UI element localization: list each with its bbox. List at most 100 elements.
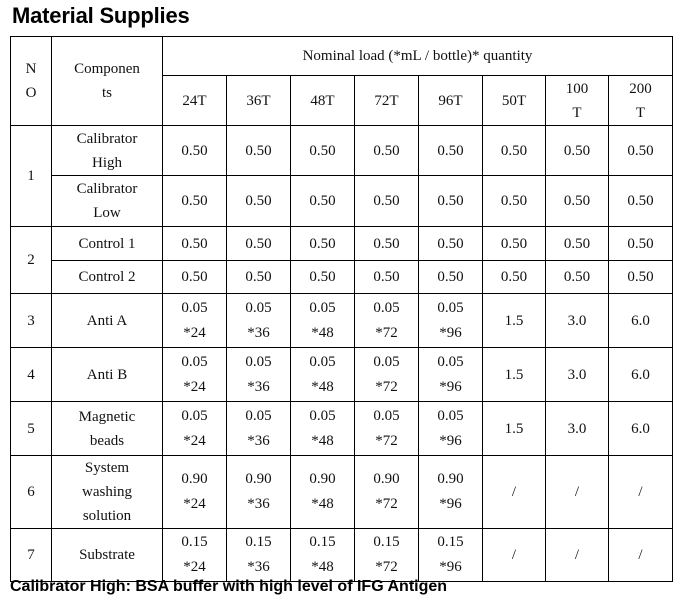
quantity-cell: 0.05 *48: [290, 293, 355, 348]
quantity-cell: /: [608, 455, 673, 529]
quantity-cell: /: [482, 455, 546, 529]
quantity-cell: 0.05 *24: [162, 347, 227, 402]
quantity-cell: 0.50: [545, 226, 609, 261]
component-name: Control 2: [51, 260, 163, 294]
column-header: 96T: [418, 75, 483, 126]
quantity-cell: 0.90 *96: [418, 455, 483, 529]
quantity-cell: 0.90 *36: [226, 455, 291, 529]
quantity-cell: 0.50: [418, 226, 483, 261]
quantity-cell: 0.05 *24: [162, 293, 227, 348]
column-header: 50T: [482, 75, 546, 126]
quantity-cell: 0.05 *72: [354, 347, 419, 402]
quantity-cell: 0.50: [354, 175, 419, 227]
table-row: 3 Anti A 0.05 *24 0.05 *36 0.05 *48 0.05 *72 0…: [10, 293, 673, 348]
quantity-cell: 0.05 *96: [418, 347, 483, 402]
quantity-cell: 0.50: [290, 260, 355, 294]
quantity-cell: 0.50: [418, 260, 483, 294]
quantity-cell: 0.90 *24: [162, 455, 227, 529]
row-number: 6: [10, 455, 52, 529]
column-header: 100 T: [545, 75, 609, 126]
quantity-cell: 0.50: [226, 226, 291, 261]
quantity-cell: 0.50: [482, 175, 546, 227]
header-nominal-load: Nominal load (*mL / bottle)* quantity: [162, 36, 673, 76]
quantity-cell: 0.15 *48: [290, 528, 355, 582]
quantity-cell: 0.05 *96: [418, 401, 483, 456]
quantity-cell: 1.5: [482, 293, 546, 348]
quantity-cell: 0.50: [418, 175, 483, 227]
quantity-cell: 0.15 *36: [226, 528, 291, 582]
quantity-cell: 0.50: [162, 175, 227, 227]
quantity-cell: 0.50: [290, 125, 355, 176]
header-no: N O: [10, 36, 52, 126]
quantity-cell: 6.0: [608, 293, 673, 348]
material-supplies-table: N O Componen ts Nominal load (*mL / bott…: [10, 36, 673, 582]
quantity-cell: 0.50: [608, 260, 673, 294]
quantity-cell: /: [608, 528, 673, 582]
quantity-cell: 0.50: [290, 175, 355, 227]
table-row: 5 Magnetic beads 0.05 *24 0.05 *36 0.05 *48 0…: [10, 401, 673, 456]
quantity-cell: 0.50: [354, 125, 419, 176]
quantity-cell: 0.05 *36: [226, 401, 291, 456]
component-name: Substrate: [51, 528, 163, 582]
quantity-cell: 0.50: [226, 125, 291, 176]
table-row: 7 Substrate 0.15 *24 0.15 *36 0.15 *48 0.15 *…: [10, 528, 673, 582]
page-title: Material Supplies: [12, 3, 190, 28]
quantity-cell: 1.5: [482, 401, 546, 456]
quantity-cell: 0.50: [608, 226, 673, 261]
table-row: Control 2 0.50 0.50 0.50 0.50 0.50 0.50 0.50 0.5…: [11, 260, 673, 294]
quantity-cell: 0.90 *72: [354, 455, 419, 529]
component-name: Calibrator High: [51, 125, 163, 176]
quantity-cell: 0.50: [354, 260, 419, 294]
quantity-cell: 0.05 *24: [162, 401, 227, 456]
quantity-cell: 0.50: [608, 125, 673, 176]
table-row: 4 Anti B 0.05 *24 0.05 *36 0.05 *48 0.05 *72 0…: [10, 347, 673, 402]
quantity-cell: 0.50: [545, 260, 609, 294]
quantity-cell: /: [482, 528, 546, 582]
quantity-cell: 0.50: [226, 260, 291, 294]
quantity-cell: 0.15 *72: [354, 528, 419, 582]
quantity-cell: 0.50: [418, 125, 483, 176]
quantity-cell: 0.50: [226, 175, 291, 227]
quantity-cell: /: [545, 528, 609, 582]
column-header: 36T: [226, 75, 291, 126]
quantity-cell: 0.50: [482, 226, 546, 261]
table-row: 6 System washing solution 0.90 *24 0.90 *36…: [10, 455, 673, 529]
quantity-cell: 0.05 *72: [354, 401, 419, 456]
component-name: Anti B: [51, 347, 163, 402]
quantity-cell: 0.50: [290, 226, 355, 261]
column-header: 24T: [162, 75, 227, 126]
row-number: 7: [10, 528, 52, 582]
quantity-cell: 0.50: [608, 175, 673, 227]
component-name: System washing solution: [51, 455, 163, 529]
quantity-cell: 0.05 *48: [290, 347, 355, 402]
quantity-cell: 0.50: [482, 260, 546, 294]
table-row: 2 Control 1 0.50 0.50 0.50 0.50 0.50 0.50 0.50 0.…: [10, 226, 673, 294]
footer-note: Calibrator High: BSA buffer with high le…: [10, 578, 448, 595]
table-row: 1 Calibrator High 0.50 0.50 0.50 0.50 0.50 0.50…: [10, 125, 673, 227]
header-components: Componen ts: [51, 36, 163, 126]
column-header: 72T: [354, 75, 419, 126]
quantity-cell: 6.0: [608, 401, 673, 456]
quantity-cell: /: [545, 455, 609, 529]
quantity-cell: 0.05 *72: [354, 293, 419, 348]
quantity-cell: 0.50: [162, 260, 227, 294]
quantity-cell: 0.15 *24: [162, 528, 227, 582]
quantity-cell: 0.50: [162, 226, 227, 261]
quantity-cell: 0.90 *48: [290, 455, 355, 529]
quantity-cell: 0.05 *96: [418, 293, 483, 348]
component-name: Control 1: [51, 226, 163, 261]
row-number: 3: [10, 293, 52, 348]
column-header: 48T: [290, 75, 355, 126]
quantity-cell: 0.15 *96: [418, 528, 483, 582]
column-header: 200 T: [608, 75, 673, 126]
row-number: 5: [10, 401, 52, 456]
component-name: Calibrator Low: [51, 175, 163, 227]
quantity-cell: 0.05 *48: [290, 401, 355, 456]
quantity-cell: 0.50: [545, 175, 609, 227]
quantity-cell: 0.50: [162, 125, 227, 176]
row-number: 2: [10, 226, 52, 294]
quantity-cell: 3.0: [545, 293, 609, 348]
quantity-cell: 0.50: [354, 226, 419, 261]
quantity-cell: 6.0: [608, 347, 673, 402]
quantity-cell: 3.0: [545, 401, 609, 456]
